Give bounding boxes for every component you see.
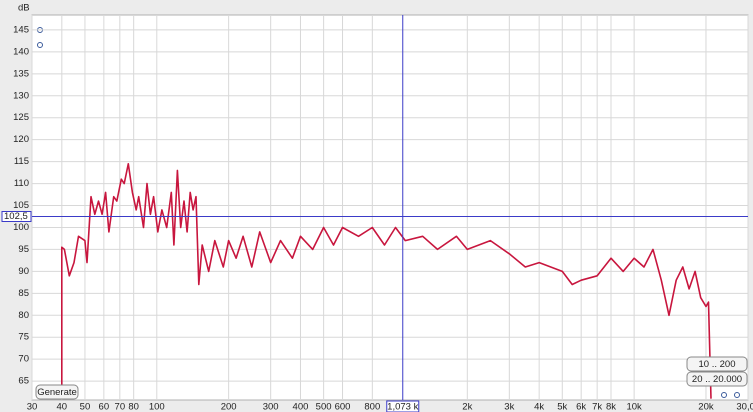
y-tick-label: 120 (13, 134, 29, 145)
y-tick-label: 100 (13, 222, 29, 233)
button[interactable]: 20 .. 20.000 (686, 371, 748, 387)
zoom-icon[interactable] (734, 392, 740, 398)
y-tick-label: 65 (18, 376, 29, 387)
button-label[interactable]: 10 .. 200 (699, 359, 736, 370)
y-tick-label: 95 (18, 244, 29, 255)
x-tick-label: 10k (626, 402, 642, 412)
x-tick-label: 300 (263, 402, 279, 412)
x-tick-label: 800 (364, 402, 380, 412)
x-tick-label: 30 (27, 402, 38, 412)
y-tick-label: 125 (13, 112, 29, 123)
response-line (61, 163, 712, 399)
x-tick-label: 8k (606, 402, 616, 412)
x-tick-label: 3k (504, 402, 514, 412)
zoom-icons[interactable] (37, 27, 740, 398)
x-tick-label: 500 (316, 402, 332, 412)
y-tick-label: 80 (18, 310, 29, 321)
button-frame[interactable] (35, 384, 79, 400)
x-tick-label: 4k (534, 402, 544, 412)
x-tick-label: 400 (293, 402, 309, 412)
x-tick-label: 60 (99, 402, 110, 412)
x-tick-label: 100 (149, 402, 165, 412)
y-tick-label: 130 (13, 90, 29, 101)
y-tick-label: 145 (13, 24, 29, 35)
cursor-y-box (1, 210, 32, 222)
y-axis-label: dB (18, 3, 30, 14)
button-label[interactable]: 20 .. 20.000 (692, 374, 742, 385)
button[interactable]: Generate (35, 384, 79, 400)
x-tick-label: 50 (80, 402, 91, 412)
button-frame[interactable] (686, 356, 748, 372)
plot-area (31, 14, 749, 401)
x-tick-label: 600 (335, 402, 351, 412)
x-tick-label: 20k (698, 402, 714, 412)
cursor-x-label: 1,073 k (387, 402, 418, 412)
y-tick-label: 70 (18, 354, 29, 365)
y-tick-label: 115 (14, 156, 29, 167)
y-tick-label: 75 (18, 332, 29, 343)
x-tick-label: 70 (115, 402, 126, 412)
button[interactable]: 10 .. 200 (686, 356, 748, 372)
cursor-y-label: 102,5 (4, 211, 28, 222)
y-tick-label: 90 (18, 266, 29, 277)
x-tick-label: 30,0k (736, 402, 753, 412)
y-tick-label: 85 (18, 288, 29, 299)
y-tick-label: 110 (14, 178, 29, 189)
zoom-icon[interactable] (721, 392, 727, 398)
x-tick-label: 40 (57, 402, 68, 412)
x-tick-label: 2k (462, 402, 472, 412)
x-tick-label: 6k (576, 402, 586, 412)
button-label[interactable]: Generate (37, 387, 77, 398)
x-tick-label: 200 (221, 402, 237, 412)
x-tick-label: 7k (592, 402, 602, 412)
y-tick-label: 105 (13, 200, 29, 211)
x-tick-label: 80 (128, 402, 139, 412)
y-tick-label: 140 (13, 46, 29, 57)
y-tick-label: 135 (13, 68, 29, 79)
cursor-x-box (386, 400, 420, 412)
x-tick-label: 5k (557, 402, 567, 412)
zoom-out-icon[interactable] (37, 42, 43, 48)
button-frame[interactable] (686, 371, 748, 387)
